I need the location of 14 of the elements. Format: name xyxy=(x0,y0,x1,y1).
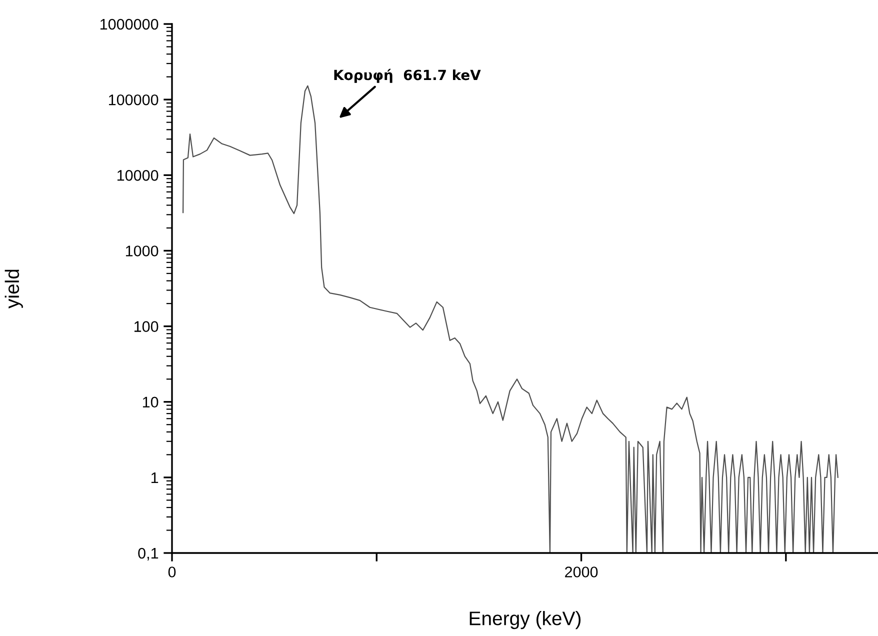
y-tick-label: 100000 xyxy=(108,94,158,106)
y-tick-label: 10000 xyxy=(117,170,158,181)
y-tick-label: 1000000 xyxy=(100,18,158,30)
y-tick-label: 0,1 xyxy=(138,548,158,560)
line-series xyxy=(182,85,838,553)
x-tick-label: 0 xyxy=(168,566,176,578)
x-tick-label: 2000 xyxy=(565,566,598,578)
y-tick-label: 10 xyxy=(142,396,158,408)
y-tick-label: 100 xyxy=(134,321,158,332)
x-axis-title: Energy (keV) xyxy=(470,610,581,630)
y-tick-label: 1000 xyxy=(126,246,158,256)
y-axis-title: yield xyxy=(4,270,23,308)
annotation: Κορυφή 661.7 keV xyxy=(334,68,481,83)
y-tick-label: 1 xyxy=(151,472,158,483)
